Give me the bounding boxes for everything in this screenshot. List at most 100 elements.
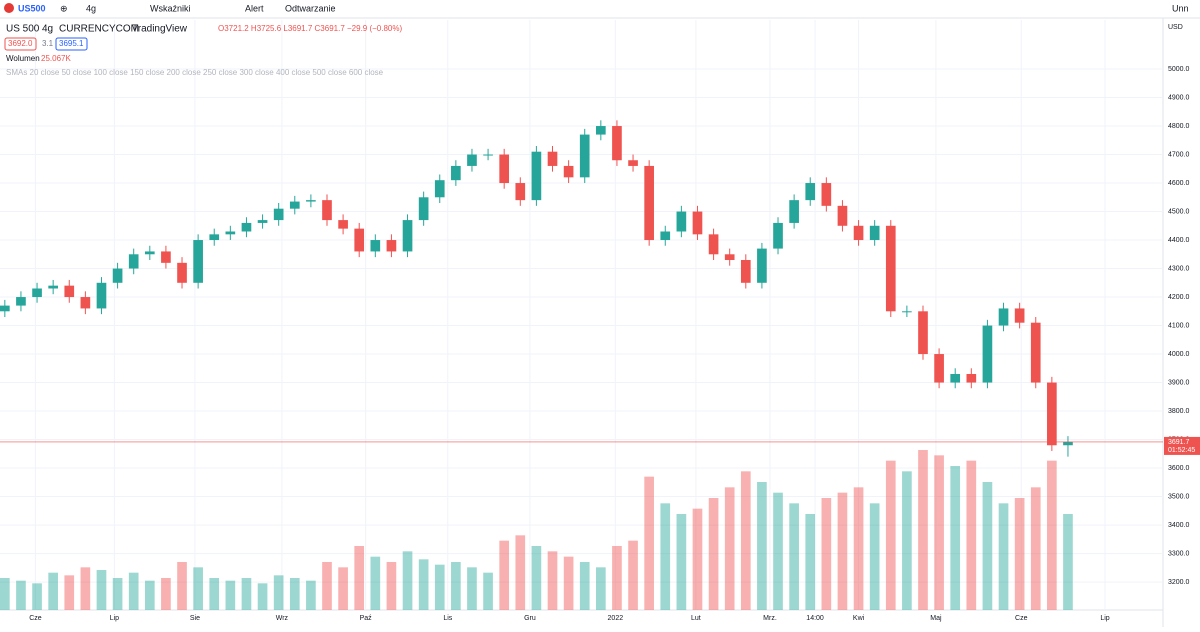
candle-body [80,297,91,309]
x-tick-label: Lis [443,615,452,622]
candle-body [161,251,171,263]
volume-bar [0,578,10,610]
x-tick-label: Lip [110,615,119,622]
x-tick-label: Paź [360,615,373,622]
volume-bar [644,476,654,610]
candle-body [998,308,1009,326]
replay[interactable]: Odtwarzanie [285,3,336,13]
candle-body [612,126,622,161]
candle-body [918,311,928,355]
volume-bar [1047,460,1057,610]
sma-legend: SMAs 20 close 50 close 100 close 150 clo… [6,68,384,77]
volume-bar [531,546,542,610]
bid[interactable]: 3692.0 [8,39,33,48]
candle-body [386,240,397,252]
candle-body [112,268,123,283]
volume-bar [966,460,977,610]
x-tick-label: Lip [1100,615,1109,622]
x-tick-label: Mrz. [763,615,777,622]
legend-source: TradingView [132,24,188,35]
volume-bar [209,578,220,610]
candle-body [467,154,477,166]
candle-body [128,254,139,269]
candle-body [1063,441,1073,446]
candle-body [966,374,977,383]
y-tick-label: 4800.0 [1168,123,1190,130]
last-price-label: 3691.7 [1168,439,1190,446]
add-symbol[interactable]: ⊕ [60,3,68,13]
volume-bar [853,487,864,610]
candle-body [32,288,42,298]
y-tick-label: 3900.0 [1168,379,1190,386]
candle-body [451,165,461,181]
y-tick-label: 3300.0 [1168,550,1190,557]
volume-bar [451,562,461,610]
candle-body [144,251,155,255]
volume-bar [1014,498,1025,610]
candle-body [950,374,961,383]
legend-exchange: CURRENCYCOM [59,24,139,35]
volume-bar [80,567,91,610]
volume-bar [354,546,365,610]
ask[interactable]: 3695.1 [59,39,84,48]
volume-bar [676,514,687,610]
bid-box[interactable] [4,37,37,51]
candle-body [902,311,912,313]
candle-body [16,297,26,306]
x-tick-label: 14:00 [806,615,824,622]
volume-bar [386,562,397,610]
candle-body [48,285,58,289]
volume-bar [48,572,58,610]
volume-bar [692,508,703,610]
account[interactable]: Unn [1172,3,1189,13]
candle-body [773,222,783,249]
candle-body [1014,308,1025,323]
candle-body [177,262,187,283]
volume-bar [740,471,751,610]
volume-bar [161,578,171,610]
candle-body [789,200,799,223]
x-tick-label: Sie [190,615,200,622]
candle-body [96,282,107,309]
symbol[interactable]: US500 [18,3,46,13]
candle-body [273,208,284,221]
volume-bar [1063,514,1073,610]
volume-bar [515,535,526,610]
alert[interactable]: Alert [245,3,264,13]
candle-body [0,305,10,312]
volume-bar [805,514,816,610]
candle-body [306,200,316,202]
volume-bar [918,450,928,610]
volume-bar [289,578,300,610]
candle-body [660,231,671,241]
y-tick-label: 4300.0 [1168,265,1190,272]
y-tick-label: 5000.0 [1168,66,1190,73]
volume-bar [547,551,558,610]
volume-bar [434,564,445,610]
candle-body [289,201,300,209]
indicators[interactable]: Wskaźniki [150,3,191,13]
volume-bar [273,575,284,610]
volume-bar [144,580,155,610]
volume-bar [322,562,332,610]
candle-body [676,211,687,232]
volume-bar [902,471,912,610]
legend-name: US 500 [6,24,40,35]
y-tick-label: 3800.0 [1168,408,1190,415]
candle-body [579,134,590,178]
candle-body [837,205,848,226]
candle-body [757,248,767,283]
interval[interactable]: 4g [86,3,96,13]
y-tick-label: 3500.0 [1168,493,1190,500]
candle-body [708,234,719,255]
volume-bar [885,460,896,610]
candle-body [434,180,445,198]
volume-bar [757,482,767,610]
candle-body [1030,322,1041,383]
volume-bar [660,503,671,610]
ask-box[interactable] [55,37,88,51]
x-tick-label: Lut [691,615,701,622]
volume-label: Wolumen [6,54,40,63]
candle-body [692,211,703,235]
